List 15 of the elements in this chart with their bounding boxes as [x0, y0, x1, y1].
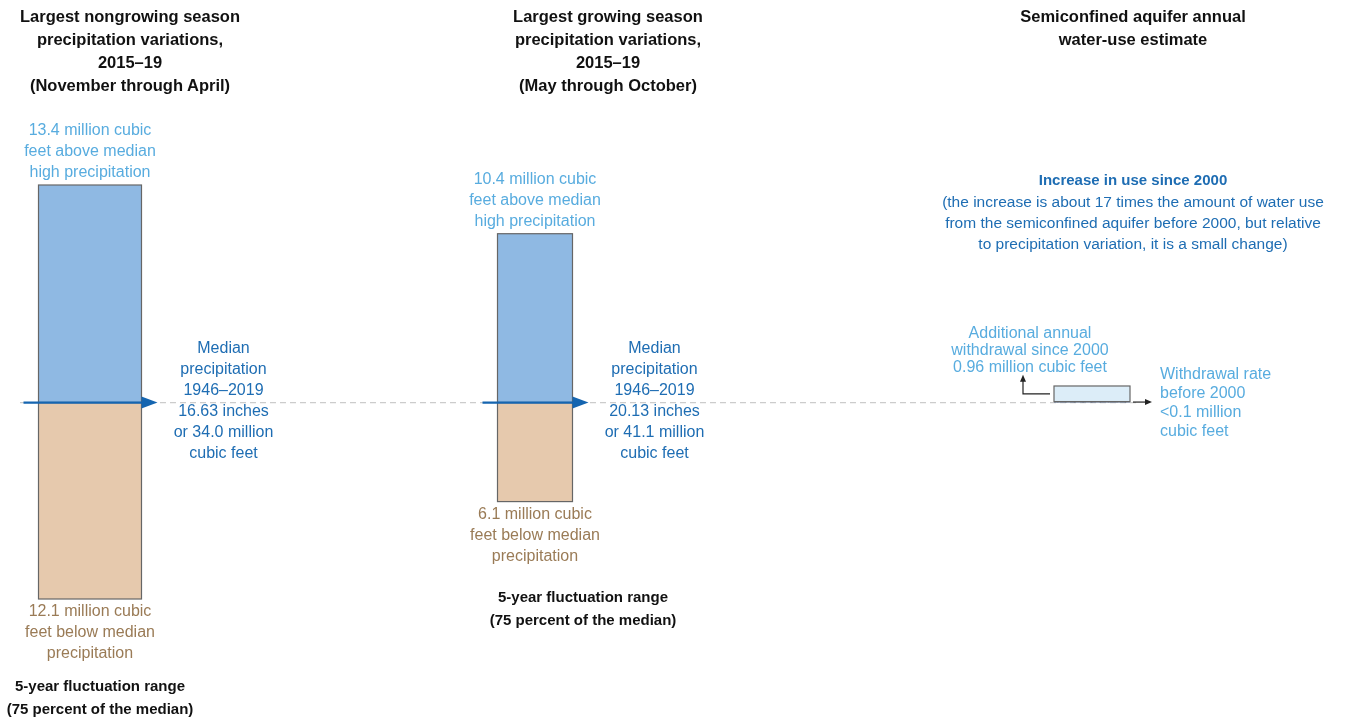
annotation: Median precipitation 1946–2019 16.63 inches or 34.0 million cubic feet [173, 338, 274, 461]
x-tick-label: Largest growing season precipitation variations, 2015–19 (May through October) [513, 7, 703, 94]
data-label: 13.4 million cubic feet above median high precipitation [24, 121, 156, 180]
annotation: 5-year fluctuation range (75 percent of the median) [489, 587, 677, 628]
x-tick-label: Largest nongrowing season precipitation variations, 2015–19 (November through April) [19, 7, 241, 94]
annotation: 6.1 million cubic feet below median precipitation [470, 504, 600, 564]
annotation: (the increase is about 17 times the amount of water use from the semiconfined aquifer before 2000, but relative to precipitation variation, it is a small change) [942, 193, 1324, 252]
data-label: Additional annual withdrawal since 2000 0.96 million cubic feet [950, 323, 1109, 375]
data-label: Withdrawal rate before 2000 <0.1 million cubic feet [1160, 365, 1272, 440]
data-label: 10.4 million cubic feet above median high precipitation [469, 169, 601, 229]
x-tick-label: Semiconfined aquifer annual water-use estimate [1020, 7, 1246, 48]
annotation: Increase in use since 2000 [1038, 171, 1228, 188]
text: 5-year fluctuation range (75 percent of the median) [6, 677, 194, 717]
annotation: 12.1 million cubic feet below median precipitation [25, 602, 155, 661]
annotation: Median precipitation 1946–2019 20.13 inches or 41.1 million cubic feet [604, 338, 705, 461]
